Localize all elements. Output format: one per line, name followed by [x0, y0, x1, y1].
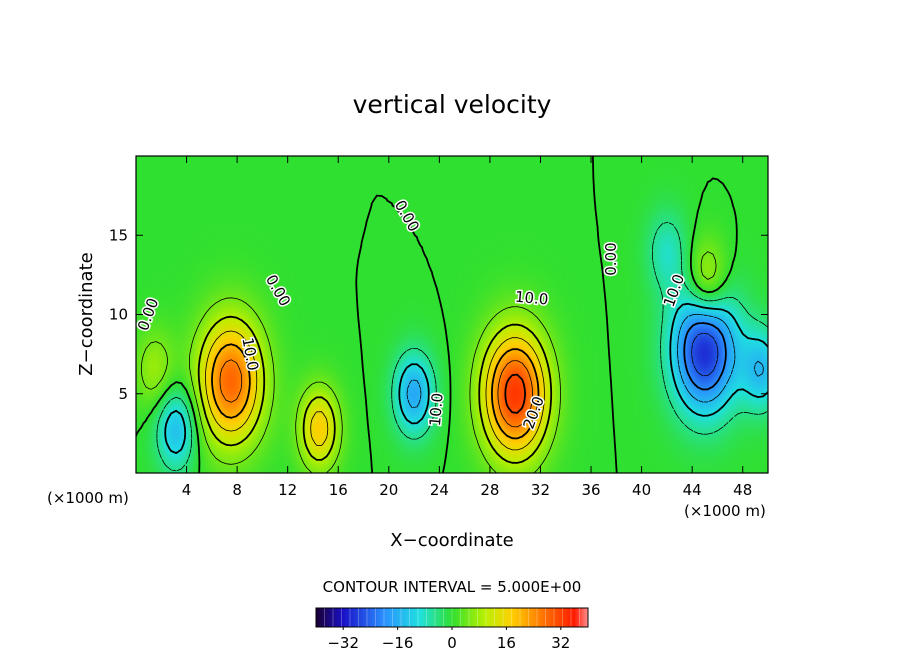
- colorbar-tick-label: 32: [551, 634, 570, 652]
- contour-level-neg20: [683, 322, 727, 391]
- contour-level-neg10: [164, 302, 768, 454]
- contour-label: 10.0: [514, 288, 549, 309]
- y-tick-label: 15: [109, 226, 128, 244]
- contour-level-20: [211, 343, 540, 440]
- x-tick-label: 32: [531, 481, 550, 499]
- contour-level-15: [205, 330, 545, 451]
- contour-label: 0.00: [602, 242, 620, 275]
- contour-level-10: [197, 315, 553, 464]
- x-tick-label: 8: [232, 481, 242, 499]
- colorbar-tick-label: −32: [327, 634, 359, 652]
- colorbar: −32 −16 0 16 32: [315, 607, 589, 652]
- velocity-field: [136, 156, 768, 473]
- colorbar-tick-label: 0: [447, 634, 457, 652]
- contour-level-30: [504, 373, 526, 414]
- colorbar-gradient: [316, 608, 588, 627]
- y-tick-label: 10: [109, 306, 128, 324]
- x-tick-label: 44: [683, 481, 702, 499]
- x-tick-label: 24: [430, 481, 449, 499]
- contour-level-0: [136, 156, 738, 473]
- colorbar-tick-label: −16: [382, 634, 414, 652]
- x-tick-label: 48: [733, 481, 752, 499]
- x-tick-label: 36: [581, 481, 600, 499]
- contour-lines: [136, 156, 768, 473]
- colorbar-segments: [315, 608, 589, 627]
- y-axis: 5 10 15: [109, 226, 768, 403]
- x-tick-label: 16: [329, 481, 348, 499]
- x-tick-label: 28: [480, 481, 499, 499]
- contour-level-neg5: [156, 221, 768, 472]
- contour-label: 10.0: [426, 392, 447, 427]
- x-tick-label: 20: [379, 481, 398, 499]
- contour-interval-text: CONTOUR INTERVAL = 5.000E+00: [323, 578, 582, 596]
- contour-level-5: [140, 251, 717, 473]
- y-axis-label: Z−coordinate: [76, 252, 97, 375]
- colorbar-tick-label: 16: [497, 634, 516, 652]
- x-tick-label: 40: [632, 481, 651, 499]
- colorbar-ticks: −32 −16 0 16 32: [327, 627, 570, 652]
- y-tick-label: 5: [118, 385, 128, 403]
- x-tick-label: 12: [278, 481, 297, 499]
- x-unit-left: (×1000 m): [47, 489, 129, 507]
- chart-title: vertical velocity: [353, 90, 552, 119]
- contour-level-neg25: [691, 332, 719, 377]
- x-unit-right: (×1000 m): [684, 502, 766, 520]
- x-tick-label: 4: [182, 481, 192, 499]
- contour-level-25: [219, 359, 533, 428]
- x-axis-label: X−coordinate: [390, 530, 513, 551]
- contour-level-neg15: [406, 314, 764, 408]
- x-axis: 4 8 12 16 20 24 28 32 36 40 44 48: [182, 156, 752, 499]
